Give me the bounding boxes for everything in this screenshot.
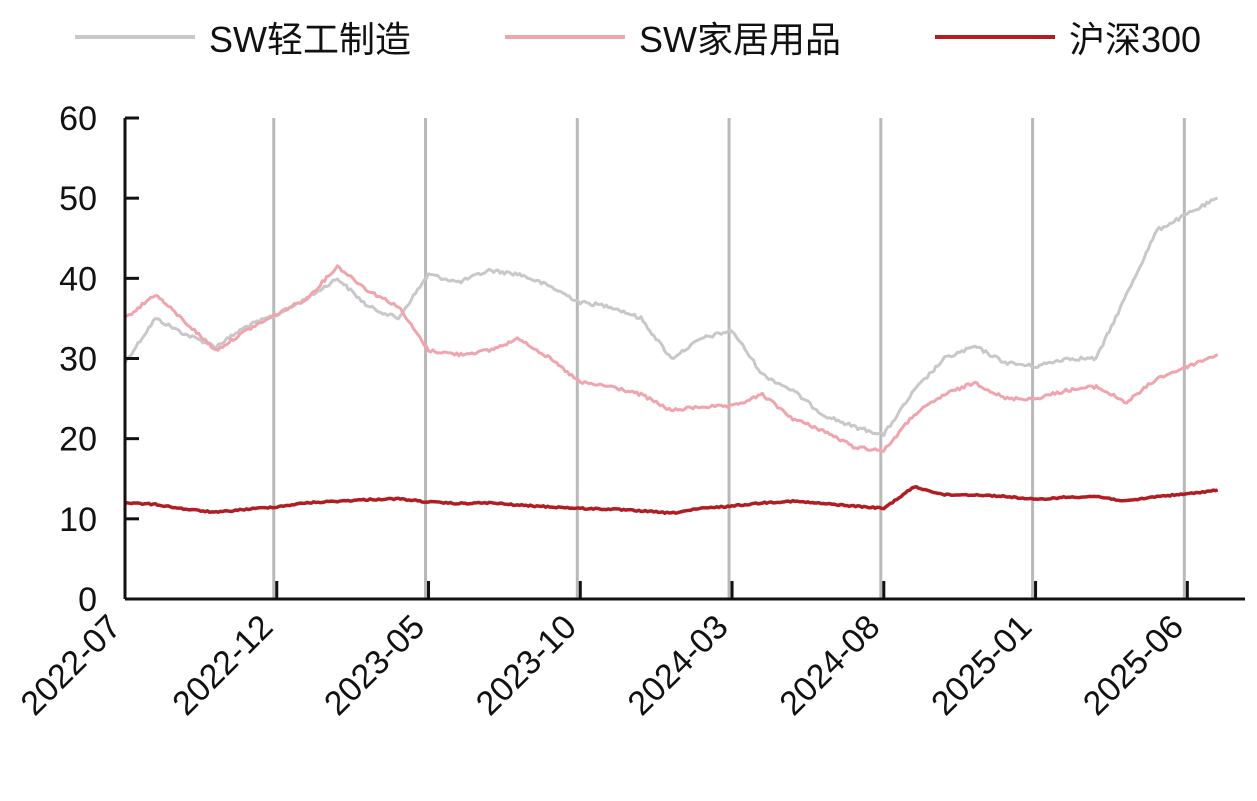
- y-tick-label-60: 60: [59, 100, 97, 138]
- series-line-2: [124, 484, 1219, 516]
- legend-label-home-furnishing: SW家居用品: [639, 19, 841, 60]
- legend-label-light-industry: SW轻工制造: [209, 19, 411, 60]
- series-lines: [123, 196, 1219, 516]
- legend-entry-csi300: 沪深300: [935, 12, 1201, 62]
- vertical-gridlines: [272, 118, 1186, 599]
- y-tick-label-0: 0: [78, 581, 97, 619]
- y-tick-label-10: 10: [59, 501, 97, 539]
- x-tick-label-2025-01: 2025-01: [924, 608, 1039, 723]
- chart-axes: [123, 118, 1245, 601]
- y-tick-label-30: 30: [59, 341, 97, 379]
- legend-entry-light-industry: SW轻工制造: [75, 12, 411, 62]
- legend-swatch-light-industry: [75, 35, 195, 39]
- chart-legend: SW轻工制造 SW家居用品 沪深300: [0, 0, 1257, 80]
- x-tick-label-2022-12: 2022-12: [165, 608, 280, 723]
- legend-swatch-home-furnishing: [505, 35, 625, 39]
- x-tick-label-2022-07: 2022-07: [14, 608, 129, 723]
- legend-label-csi300: 沪深300: [1069, 19, 1202, 60]
- y-axis-ticks: 0 10 20 30 40 50 60: [59, 100, 139, 619]
- x-tick-label-2023-05: 2023-05: [317, 608, 432, 723]
- legend-swatch-csi300: [935, 35, 1055, 39]
- series-line-1: [124, 264, 1219, 453]
- y-tick-label-50: 50: [59, 180, 97, 218]
- x-tick-label-2024-08: 2024-08: [772, 608, 887, 723]
- series-line-0: [123, 196, 1219, 437]
- legend-entry-home-furnishing: SW家居用品: [505, 12, 841, 62]
- y-tick-label-20: 20: [59, 421, 97, 459]
- y-tick-label-40: 40: [59, 260, 97, 298]
- x-axis-ticks: 2022-07 2022-12 2023-05 2023-10 2024-03 2024-…: [14, 581, 1191, 723]
- x-tick-label-2025-06: 2025-06: [1076, 608, 1191, 723]
- x-tick-label-2024-03: 2024-03: [621, 608, 736, 723]
- x-tick-label-2023-10: 2023-10: [469, 608, 584, 723]
